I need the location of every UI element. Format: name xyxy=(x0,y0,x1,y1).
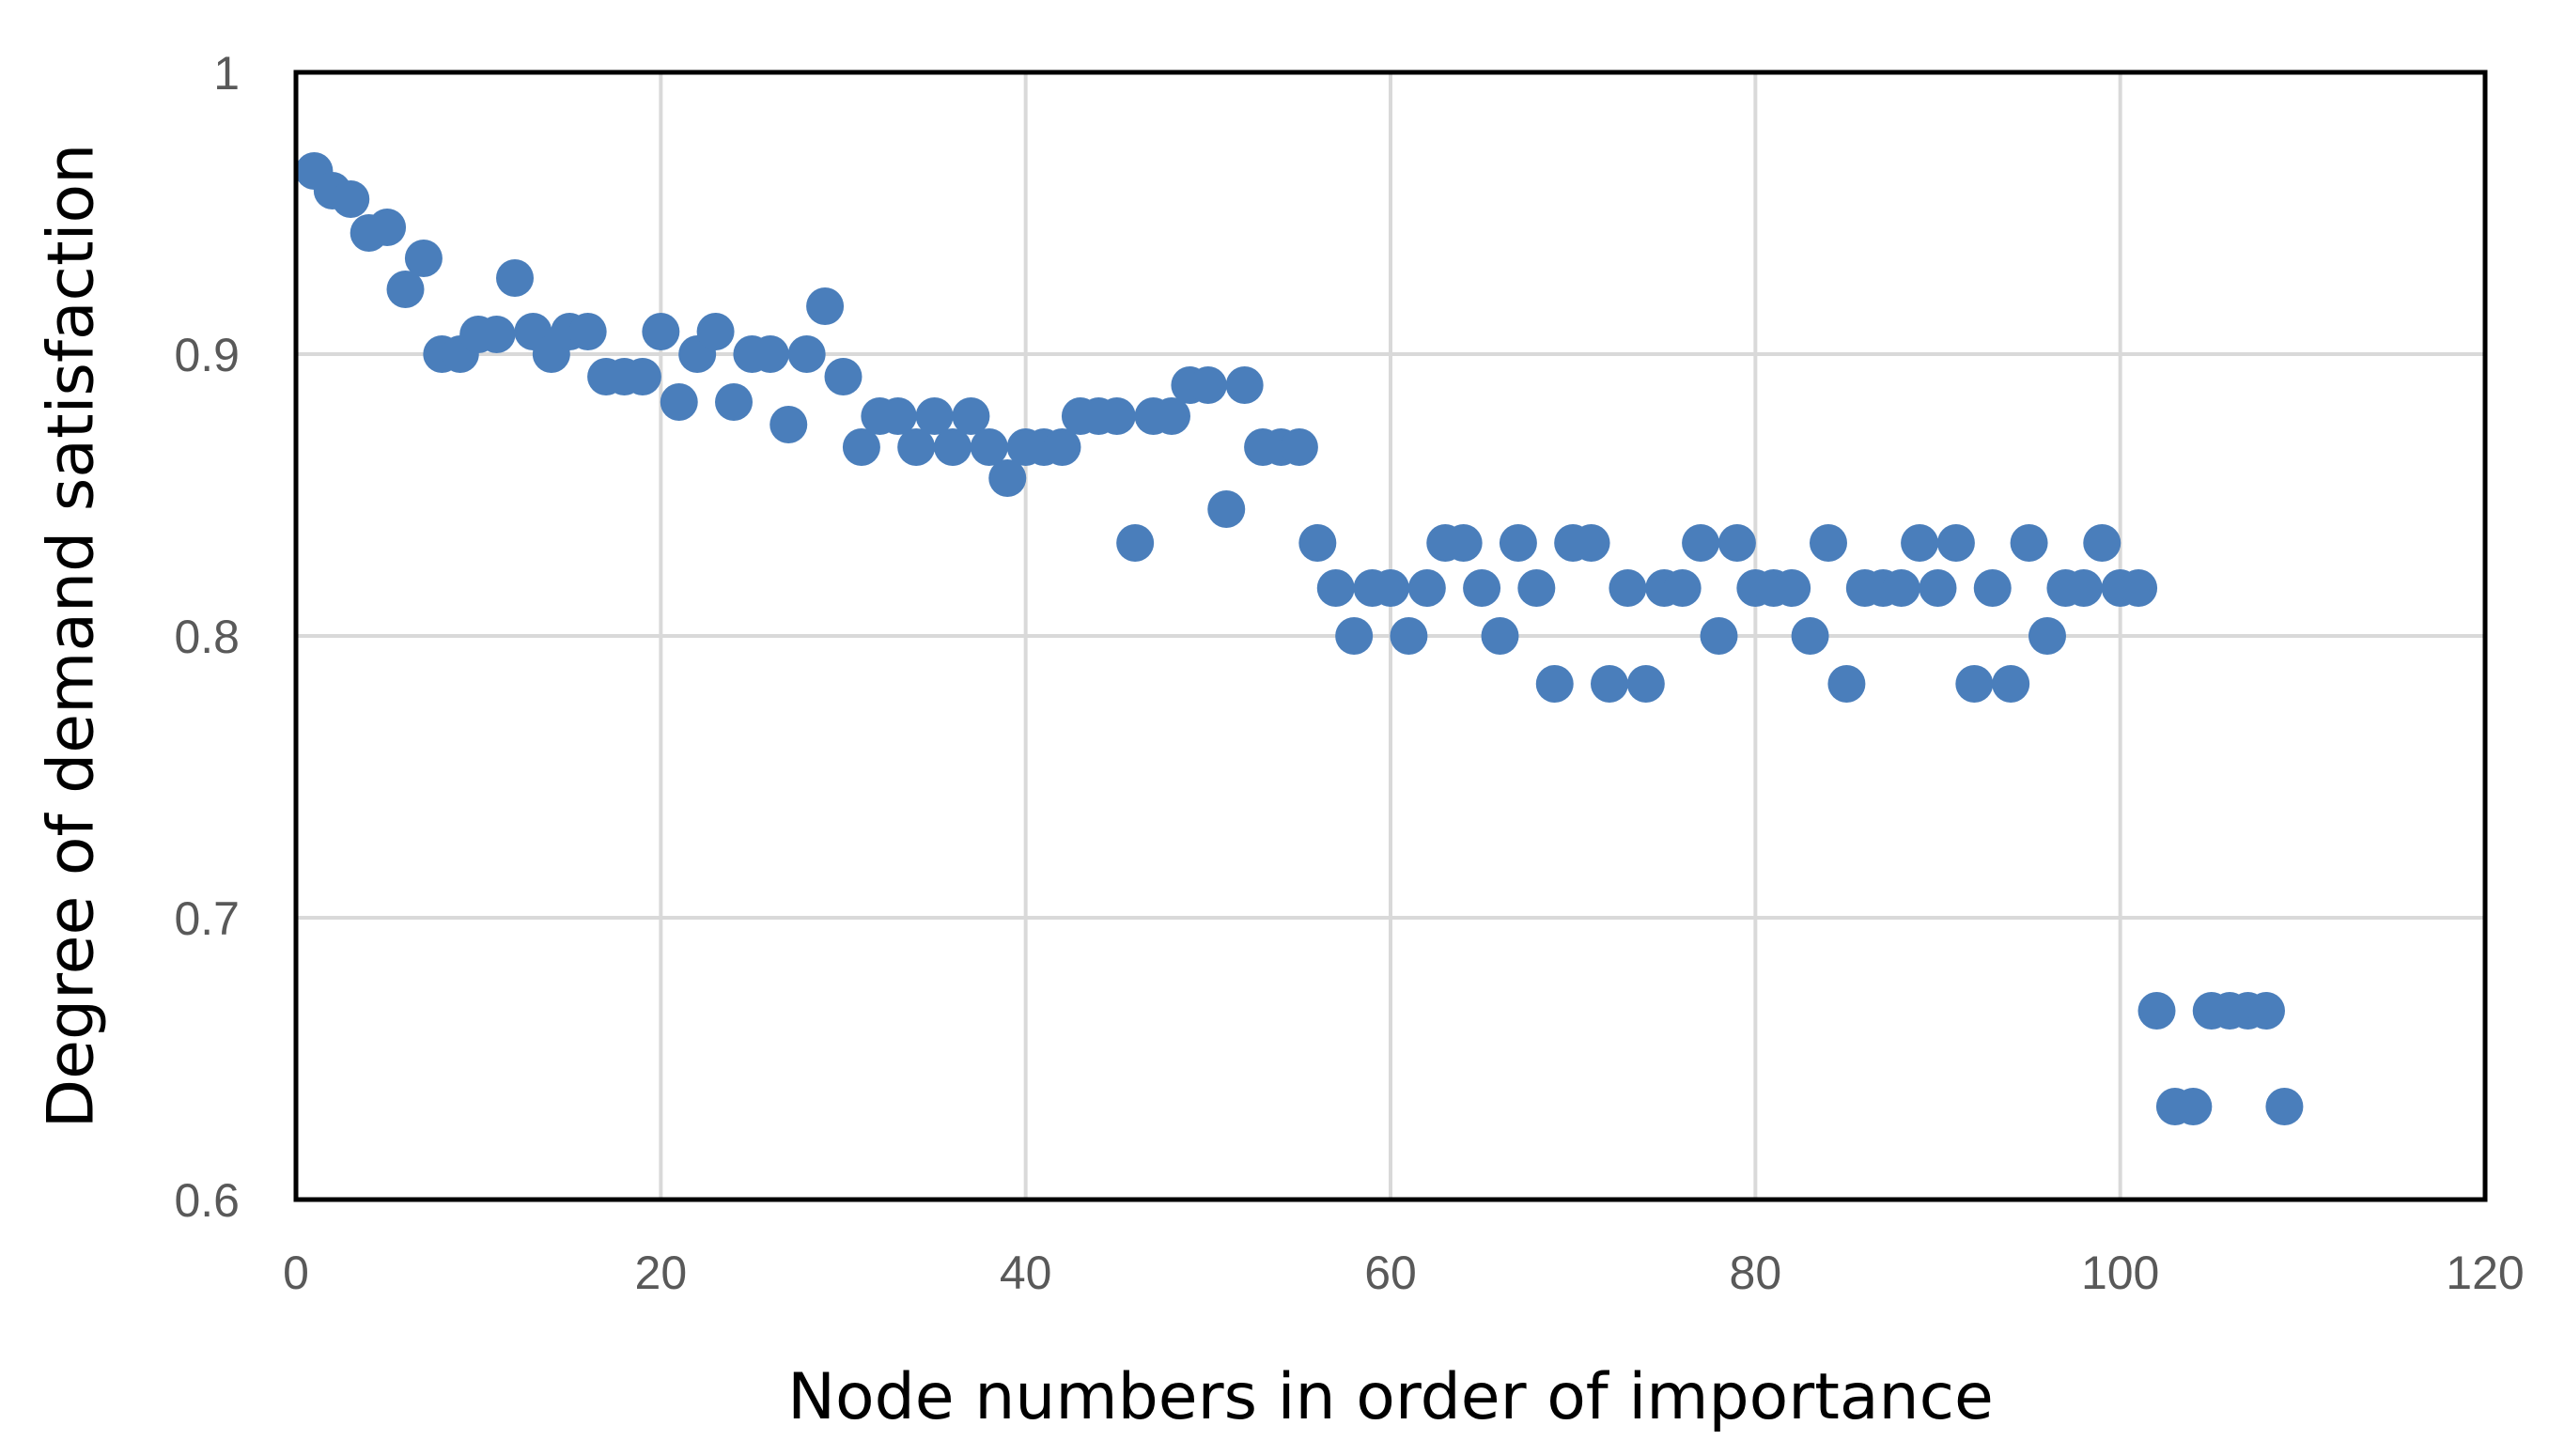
data-point xyxy=(1919,569,1957,607)
y-axis-title: Degree of demand satisfaction xyxy=(35,144,109,1128)
data-point xyxy=(787,335,826,373)
data-point xyxy=(696,313,735,350)
data-point xyxy=(1936,524,1975,562)
data-point xyxy=(1335,617,1374,655)
data-point xyxy=(715,383,753,421)
data-point xyxy=(386,271,425,308)
x-tick-label: 20 xyxy=(635,1247,688,1299)
data-point xyxy=(1955,665,1994,703)
data-point xyxy=(1043,428,1081,466)
data-point xyxy=(1280,428,1318,466)
data-point xyxy=(1717,524,1756,562)
data-point xyxy=(1700,617,1738,655)
data-point xyxy=(2064,569,2103,607)
data-point xyxy=(1517,569,1556,607)
x-tick-label: 60 xyxy=(1364,1247,1417,1299)
data-point xyxy=(2174,1088,2213,1125)
plot-area-border xyxy=(293,70,2488,1202)
data-point xyxy=(1153,397,1190,435)
data-point xyxy=(1992,665,2030,703)
data-point xyxy=(952,397,990,435)
data-point xyxy=(623,358,661,395)
data-point xyxy=(1207,490,1246,528)
data-point xyxy=(1535,665,1574,703)
data-point xyxy=(751,335,789,373)
x-tick-label: 0 xyxy=(283,1247,309,1299)
x-tick-label: 80 xyxy=(1730,1247,1782,1299)
data-point xyxy=(1097,397,1136,435)
data-point xyxy=(1626,665,1665,703)
y-tick-label: 0.8 xyxy=(174,611,240,663)
data-point xyxy=(915,397,954,435)
data-point xyxy=(1372,569,1409,607)
x-axis-tick-labels: 0 20 40 60 80 100 120 xyxy=(283,1247,2525,1299)
data-point xyxy=(897,428,936,466)
data-point xyxy=(824,358,863,395)
data-point xyxy=(1481,617,1519,655)
data-point xyxy=(1316,569,1355,607)
data-point xyxy=(477,316,516,353)
data-points xyxy=(295,152,2304,1125)
y-axis-tick-labels: 0.6 0.7 0.8 0.9 1 xyxy=(174,47,240,1227)
data-point xyxy=(1591,665,1628,703)
data-point xyxy=(2010,524,2048,562)
x-tick-label: 120 xyxy=(2446,1247,2524,1299)
data-point xyxy=(1499,524,1537,562)
data-point xyxy=(1463,569,1501,607)
x-tick-label: 40 xyxy=(1000,1247,1052,1299)
data-point xyxy=(1609,569,1647,607)
data-point xyxy=(404,240,443,277)
y-tick-label: 0.6 xyxy=(174,1174,240,1227)
data-point xyxy=(2137,992,2176,1030)
data-point xyxy=(496,259,534,297)
data-point xyxy=(660,383,698,421)
data-point xyxy=(2265,1088,2304,1125)
data-point xyxy=(1901,524,1939,562)
data-point xyxy=(988,459,1027,497)
data-point xyxy=(878,397,917,435)
data-point xyxy=(769,406,808,443)
data-point xyxy=(806,287,845,325)
data-point xyxy=(1444,524,1483,562)
data-point xyxy=(1407,569,1446,607)
data-point xyxy=(1682,524,1720,562)
data-point xyxy=(1390,617,1428,655)
y-tick-label: 1 xyxy=(213,47,240,100)
data-point xyxy=(1225,366,1264,404)
data-point xyxy=(368,209,407,246)
data-point xyxy=(1298,524,1337,562)
x-tick-label: 100 xyxy=(2081,1247,2159,1299)
data-point xyxy=(1116,524,1155,562)
data-point xyxy=(1773,569,1811,607)
data-point xyxy=(1882,569,1920,607)
data-point xyxy=(1973,569,2012,607)
data-point xyxy=(1663,569,1702,607)
data-point xyxy=(2028,617,2066,655)
data-point xyxy=(1189,366,1227,404)
data-point xyxy=(1810,524,1847,562)
y-tick-label: 0.9 xyxy=(174,329,240,381)
data-point xyxy=(1572,524,1610,562)
data-point xyxy=(970,428,1008,466)
data-point xyxy=(332,180,370,218)
data-point xyxy=(642,313,680,350)
data-point xyxy=(1791,617,1829,655)
x-axis-title: Node numbers in order of importance xyxy=(787,1360,1994,1434)
data-point xyxy=(2083,524,2122,562)
data-point xyxy=(568,313,607,350)
data-point xyxy=(2247,992,2285,1030)
data-point xyxy=(934,428,971,466)
y-tick-label: 0.7 xyxy=(174,892,240,945)
data-point xyxy=(1827,665,1866,703)
data-point xyxy=(2120,569,2158,607)
data-point xyxy=(842,428,880,466)
